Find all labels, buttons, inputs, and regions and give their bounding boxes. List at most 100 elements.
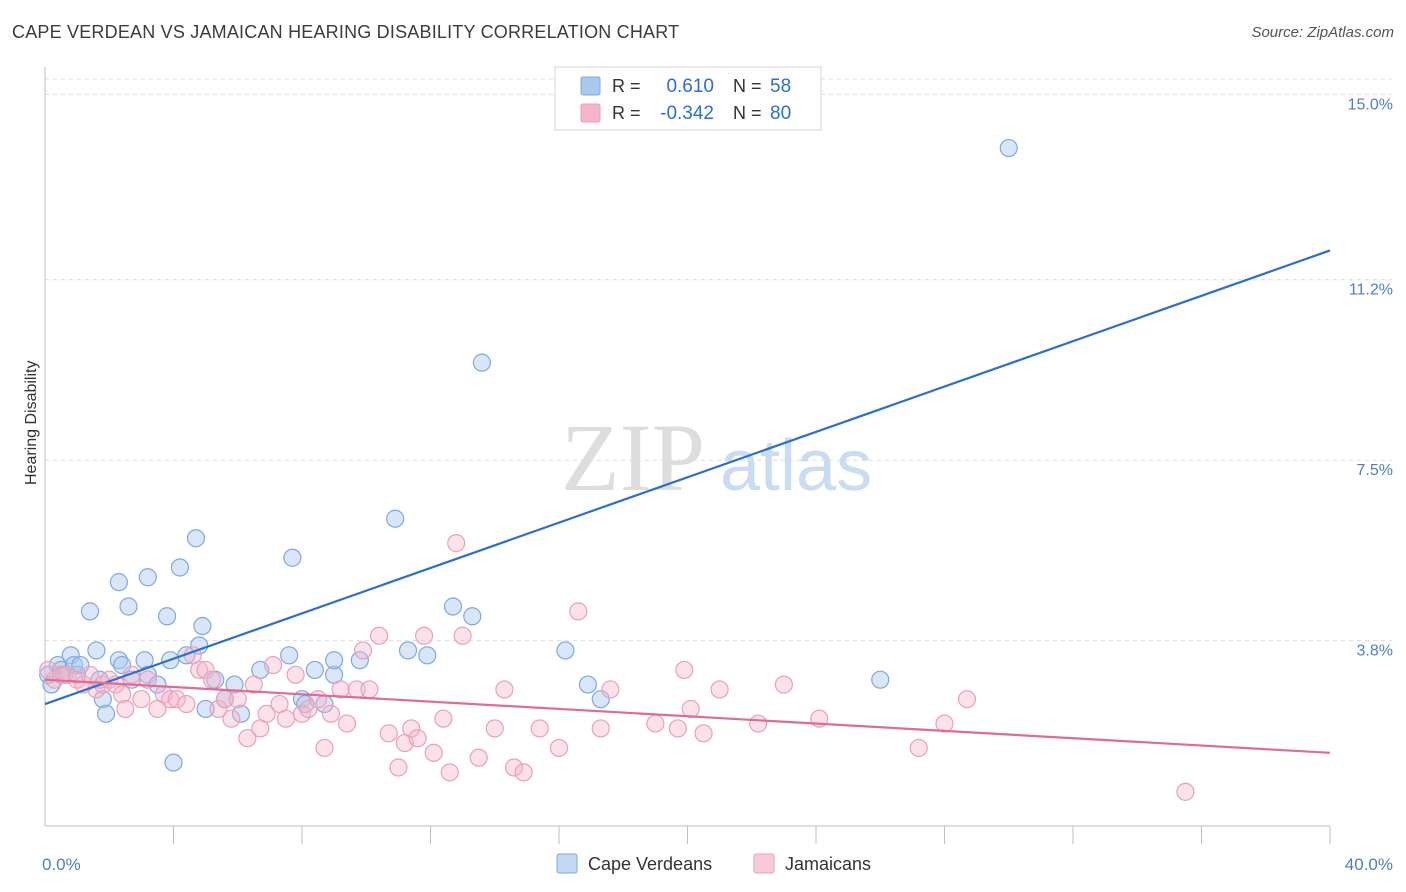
cape-verdean-point [398, 641, 418, 660]
cape-verdean-point [96, 704, 116, 723]
y-tick-label: 3.8% [1357, 643, 1393, 660]
jamaican-point [414, 626, 434, 645]
jamaican-point [675, 660, 694, 680]
y-tick-label: 15.0% [1348, 96, 1393, 113]
series-legend: Cape Verdeans Jamaicans [556, 853, 871, 874]
jamaican-point [202, 670, 222, 689]
cape-verdean-point [109, 573, 128, 592]
jamaican-point [957, 690, 977, 709]
watermark-zip: ZIP [561, 404, 705, 511]
jamaican-point [909, 738, 928, 758]
cape-verdean-point [71, 655, 90, 675]
series-legend-swatch [556, 853, 578, 874]
legend-r-value: 0.610 [666, 76, 714, 97]
correlation-legend: R = 0.610 N = 58 R = -0.342 N = 80 [554, 66, 822, 131]
cape-verdean-point [119, 597, 138, 616]
source-label: Source: ZipAtlas.com [1251, 24, 1394, 41]
jamaican-point [263, 655, 283, 675]
cape-verdean-point [578, 675, 598, 694]
jamaican-point [379, 724, 398, 743]
jamaican-point [244, 675, 263, 694]
jamaican-point [402, 719, 421, 738]
cape-verdean-point [325, 651, 344, 670]
jamaican-point [132, 690, 151, 709]
cape-verdean-point [443, 597, 463, 616]
cape-verdean-point [305, 660, 324, 680]
jamaican-point [424, 743, 443, 762]
jamaican-point [360, 680, 379, 699]
jamaican-point [514, 763, 533, 782]
cape-verdean-point [68, 665, 87, 684]
jamaican-point [299, 699, 318, 719]
jamaican-point [167, 690, 186, 709]
cape-verdean-point [48, 655, 67, 675]
jamaican-point [337, 714, 357, 733]
x-tick-label-max: 40.0% [1345, 855, 1393, 874]
jamaican-trend-line [44, 678, 1331, 754]
cape-verdean-point [170, 558, 190, 577]
cape-verdean-point [157, 607, 177, 626]
cape-verdean-point [231, 704, 251, 723]
jamaican-point [668, 719, 687, 738]
cape-verdean-point [418, 646, 437, 665]
chart-title: CAPE VERDEAN VS JAMAICAN HEARING DISABIL… [12, 22, 680, 42]
series-legend-label: Cape Verdeans [588, 854, 712, 874]
jamaican-point [238, 729, 257, 748]
cape-verdean-trend-line [44, 249, 1331, 706]
jamaican-point [601, 680, 620, 699]
jamaican-point [447, 534, 466, 553]
cape-verdean-point [138, 665, 157, 684]
cape-verdean-point [80, 602, 100, 621]
legend-n-value: 80 [770, 103, 791, 124]
jamaican-point [504, 758, 524, 777]
x-tick-label-min: 0.0% [42, 855, 81, 874]
cape-verdean-point [109, 651, 128, 670]
jamaican-point [1176, 782, 1195, 801]
jamaican-point [694, 724, 713, 743]
cape-verdean-point [164, 753, 183, 772]
cape-verdean-point [871, 670, 890, 689]
jamaican-point [749, 714, 768, 733]
cape-verdean-point [112, 655, 132, 675]
jamaican-point [469, 748, 488, 767]
cape-verdean-point [64, 655, 84, 675]
series-legend-swatch [753, 853, 775, 874]
y-tick-label: 11.2% [1349, 282, 1393, 299]
cape-verdean-point [61, 646, 80, 665]
jamaican-point [177, 694, 196, 714]
cape-verdean-point [591, 690, 610, 709]
jamaican-point [196, 660, 215, 680]
jamaican-point [389, 758, 408, 777]
jamaican-point [569, 602, 588, 621]
jamaican-point [331, 680, 350, 699]
jamaican-point [408, 729, 427, 748]
jamaican-point [353, 641, 373, 660]
jamaican-point [935, 714, 954, 733]
cape-verdean-point [196, 699, 215, 719]
jamaican-point [116, 699, 135, 719]
jamaican-point [774, 675, 793, 694]
jamaican-point [257, 704, 276, 723]
cape-verdean-point [463, 607, 482, 626]
series-legend-label: Jamaicans [785, 854, 871, 874]
jamaican-point [495, 680, 514, 699]
cape-verdean-point [350, 651, 369, 670]
cape-verdean-point [138, 568, 157, 587]
jamaican-point [646, 714, 665, 733]
jamaican-point [681, 699, 700, 719]
cape-verdean-point [280, 646, 299, 665]
jamaican-point [138, 670, 157, 689]
jamaican-point [549, 738, 569, 758]
jamaican-point [440, 763, 459, 782]
y-tick-label: 7.5% [1357, 462, 1393, 479]
jamaican-point [112, 685, 132, 704]
jamaican-point [710, 680, 729, 699]
jamaican-point [222, 709, 241, 728]
cape-verdean-point [193, 616, 212, 636]
jamaican-point [434, 709, 453, 728]
jamaican-point [276, 709, 296, 728]
jamaican-point [308, 690, 328, 709]
legend-n-label: N = [733, 76, 762, 96]
cape-verdean-point [386, 509, 405, 528]
